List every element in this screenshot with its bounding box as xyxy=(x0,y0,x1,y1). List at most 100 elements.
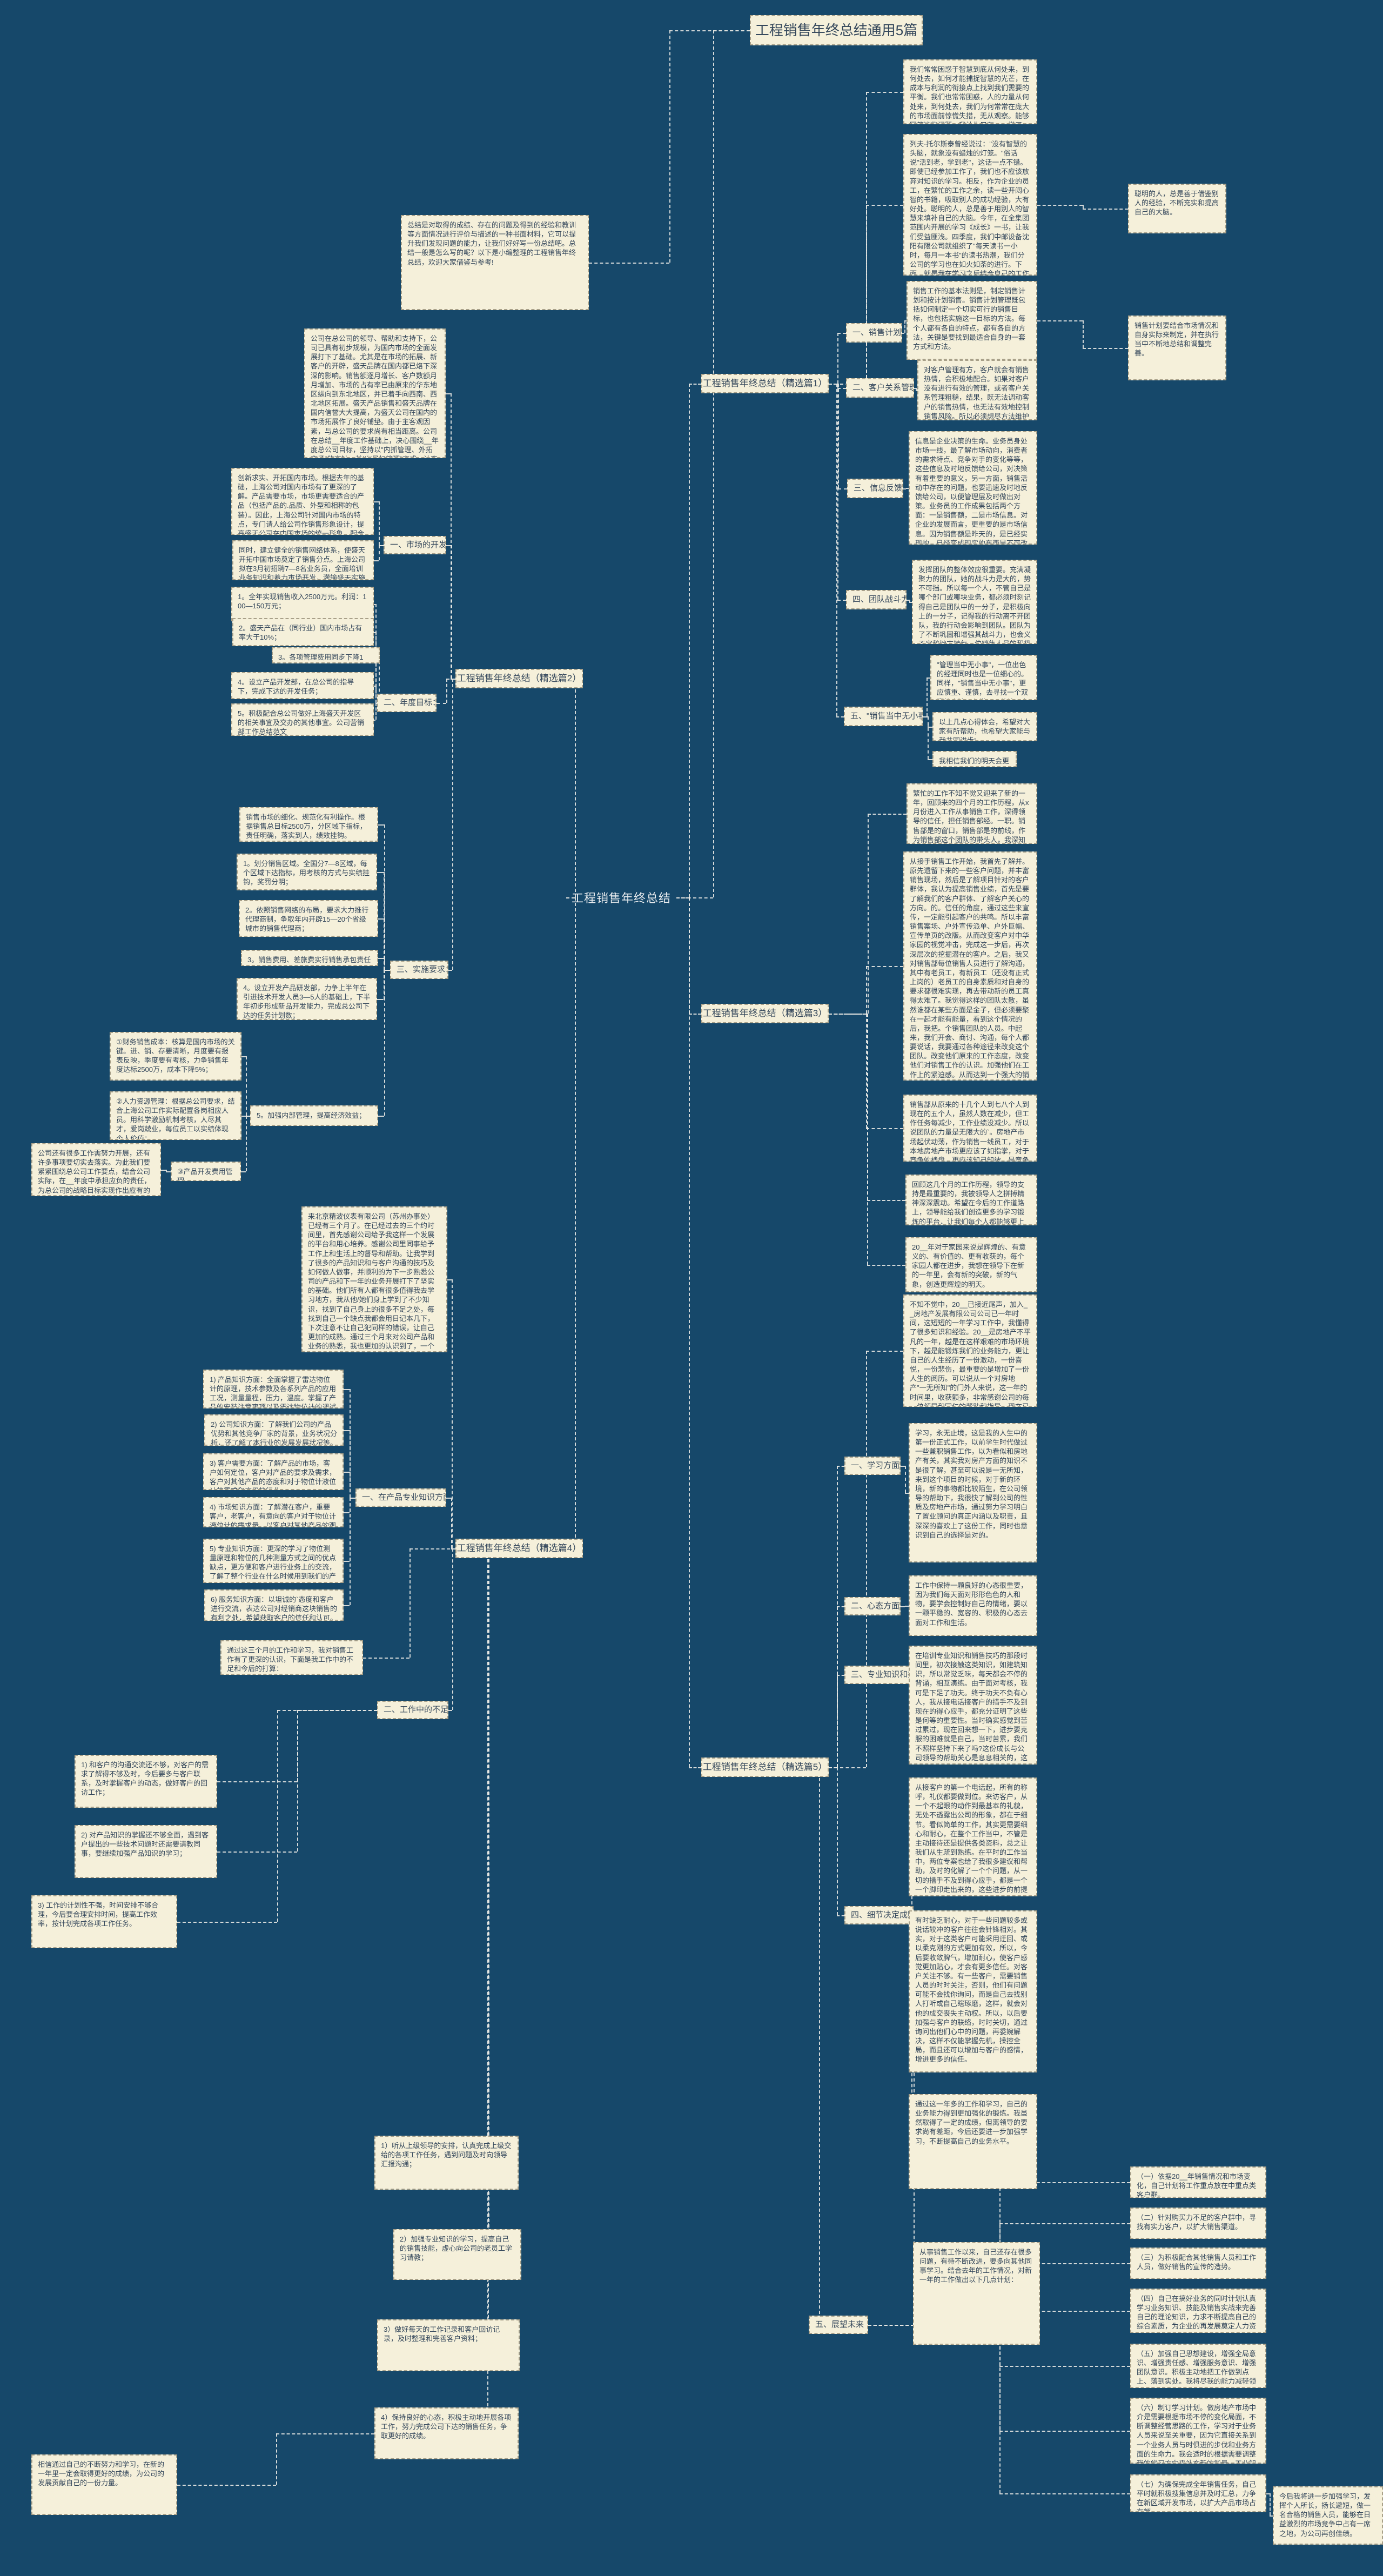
text-node-G1[interactable]: （一）依据20__年销售情况和市场变化，自己计划将工作重点放在中重点类客户群。 xyxy=(1130,2166,1266,2198)
branch-node-node4[interactable]: 工程销售年终总结（精选篇4） xyxy=(455,1539,583,1558)
text-node-E-i3[interactable]: 3) 客户需要方面：了解产品的市场，客户如何定位，客户对产品的要求及需求，客户对… xyxy=(203,1453,344,1490)
text-node-D-p1[interactable]: 繁忙的工作不知不觉又迎来了新的一年，回顾来的四个月的工作历程，从x月份进入工作从… xyxy=(907,783,1037,844)
text-node-E-k1[interactable]: 1）听从上级领导的安排，认真完成上级交给的各项工作任务，遇到问题及时向领导汇报沟… xyxy=(374,2136,519,2190)
text-node-F-p6[interactable]: 通过这一年多的工作和学习，自己的业务能力得到更加强化的锻炼。我虽然取得了一定的成… xyxy=(909,2094,1037,2189)
text-node-B-p2b[interactable]: 聪明的人，总是善于借鉴别人的经验，不断充实和提高自己的大脑。 xyxy=(1128,184,1226,233)
connector xyxy=(1037,205,1083,206)
heading-node-F-h5[interactable]: 五、展望未来 xyxy=(809,2316,868,2334)
heading-node-F-h4[interactable]: 四、细节决定成败 xyxy=(844,1906,914,1924)
text-node-B-p2[interactable]: 列夫·托尔斯泰曾经说过："没有智慧的头脑，就象没有蜡烛的灯笼。"俗话说"活到老，… xyxy=(903,134,1037,276)
text-node-E-i2[interactable]: 2) 公司知识方面：了解我们公司的产品优势和其他竞争厂家的背景，业务状况分析，还… xyxy=(204,1414,344,1446)
text-node-E-i1[interactable]: 1) 产品知识方面：全面掌握了雷达物位计的原理，技术参数及各系列产品的应用工况，… xyxy=(203,1370,344,1408)
branch-node-node5[interactable]: 工程销售年终总结（精选篇5） xyxy=(701,1757,829,1777)
heading-node-E-h2[interactable]: 二、工作中的不足： xyxy=(377,1701,448,1719)
text-node-E-k2[interactable]: 2）加强专业知识的学习，提高自己的销售技能，虚心向公司的老员工学习请教； xyxy=(393,2229,521,2280)
text-node-A1[interactable]: 总结是对取得的成绩、存在的问题及得到的经验和教训等方面情况进行评价与描述的一种书… xyxy=(401,215,589,310)
text-node-G4[interactable]: （四）自己在搞好业务的同时计划认真学习业务知识、技能及销售实战来完善自己的理论知… xyxy=(1130,2289,1266,2333)
text-node-C-j3[interactable]: 3。销售费用、差旅费实行销售承包责任制； xyxy=(241,950,378,966)
heading-node-B-h4[interactable]: 四、团队战斗力 xyxy=(846,590,907,609)
text-node-D-p3[interactable]: 销售部从原来的十几个人到七八个人到现在的五个人，虽然人数在减少，但工作任务每减少… xyxy=(903,1095,1037,1162)
text-node-F-p1[interactable]: 学习，永无止境，这是我的人生中的第一份正式工作，以前学生时代做过一些兼职销售工作… xyxy=(909,1423,1037,1562)
connector xyxy=(867,1265,905,1266)
heading-node-B-h1[interactable]: 一、销售计划 xyxy=(846,323,902,343)
text-node-B-p3[interactable]: 销售工作的基本法则是，制定销售计划和按计划销售。销售计划管理既包括如何制定一个切… xyxy=(907,281,1037,360)
text-node-B-p7[interactable]: "管理当中无小事"，一位出色的经理同时也是一位细心的。同样，"销售当中无小事"，… xyxy=(930,655,1037,700)
text-node-E-i5[interactable]: 5) 专业知识方面：更深的学习了物位测量原理和物位的几种测量方式之间的优点缺点，… xyxy=(203,1539,344,1583)
text-node-F-p0[interactable]: 不知不觉中，20__已接近尾声，加入__房地产发展有限公司公司已一年时间，这短短… xyxy=(903,1294,1037,1407)
connector xyxy=(866,1128,903,1129)
text-node-C-k1[interactable]: ①财务销售成本：核算是国内市场的关键。进、销、存要清晰，月度要有报表反映，季度要… xyxy=(110,1032,241,1081)
text-node-F-p4[interactable]: 从接客户的第一个电话起，所有的称呼，礼仪都要做到位。来访客户，从一个不起眼的动作… xyxy=(909,1777,1037,1896)
text-node-C-i4[interactable]: 4。设立产品开发部，在总公司的指导下，完成下达的开发任务； xyxy=(231,672,374,699)
text-node-F-p7[interactable]: 从事销售工作以来，自己还存在很多问题，有待不断改进，要多向其他同事学习。结合去年… xyxy=(913,2242,1040,2345)
text-node-E-k4[interactable]: 4）保持良好的心态，积极主动地开展各项工作，努力完成公司下达的销售任务，争取更好… xyxy=(374,2407,519,2459)
text-node-C-i3[interactable]: 3。各项管理费用同步下降10%； xyxy=(272,647,380,663)
text-node-B-p5[interactable]: 信息是企业决策的生命。业务员身处市场一线，最了解市场动向，消费者的需求特点、竞争… xyxy=(909,431,1037,545)
connector xyxy=(379,545,380,560)
heading-node-F-h3[interactable]: 三、专业知识和技巧 xyxy=(844,1666,920,1684)
text-node-C-j1[interactable]: 1。划分销售区域。全国分7—8区域，每个区域下达指标，用考核的方式与实绩挂钩，奖… xyxy=(237,854,377,890)
text-node-E-p1[interactable]: 来北京精波仪表有限公司（苏州办事处）已经有三个月了。在已经过去的三个约时间里，首… xyxy=(301,1206,447,1352)
heading-node-C-h1[interactable]: 一、市场的开发： xyxy=(384,536,446,554)
central-topic[interactable]: 工程销售年终总结 xyxy=(571,891,671,905)
text-node-E-j2[interactable]: 1) 和客户的沟通交流还不够，对客户的需求了解得不够及时，今后要多与客户联系，及… xyxy=(75,1755,217,1808)
heading-node-C-h3[interactable]: 三、实施要求： xyxy=(390,961,448,979)
text-node-D-p5[interactable]: 20__年对于家园来说是辉煌的、有意义的、有价值的、更有收获的，每个家园人都在进… xyxy=(905,1237,1037,1292)
text-node-G8[interactable]: 今后我将进一步加强学习，发挥个人所长，扬长避短，做一名合格的销售人员，能够在日益… xyxy=(1273,2486,1383,2545)
text-node-G3[interactable]: （三）为积极配合其他销售人员和工作人员，做好销售的宣传的造势。 xyxy=(1130,2248,1266,2279)
text-node-C-j0[interactable]: 销售市场的细化、规范化有利操作。根据销售总目标2500万，分区域下指标，责任明确… xyxy=(239,807,378,842)
text-node-E-j1[interactable]: 通过这三个月的工作和学习，我对销售工作有了更深的认识，下面是我工作中的不足和今后… xyxy=(220,1640,363,1675)
text-node-G6[interactable]: （六）制订学习计划。做房地产市场中介是需要根据市场不停的变化局面，不断调整经营思… xyxy=(1130,2398,1266,2464)
text-node-C-p2[interactable]: 同时，建立健全的销售网络体系，使盛天开拓中国市场奠定了销售分点。上海公司拟在3月… xyxy=(232,540,374,580)
text-node-C-k4[interactable]: 公司还有很多工作需努力开展，还有许多事项要切实去落实。为此我们要紧紧围绕总公司工… xyxy=(31,1143,161,1196)
text-node-C-j2[interactable]: 2。依照销售网络的布局，要求大力推行代理商制，争取年内开辟15—20个省级城市的… xyxy=(239,900,378,937)
text-node-E-k5[interactable]: 相信通过自己的不断努力和学习，在新的一年里一定会取得更好的成绩，为公司的发展贡献… xyxy=(31,2454,177,2515)
heading-node-E-h1[interactable]: 一、在产品专业知识方面： xyxy=(355,1488,446,1507)
text-node-E-j4[interactable]: 3) 工作的计划性不强，时间安排不够合理，今后要合理安排时间，提高工作效率，按计… xyxy=(31,1895,177,1948)
text-node-C-p1[interactable]: 创新求实、开拓国内市场。根据去年的基础，上海公司对国内市场有了更深的了解。产品需… xyxy=(231,468,374,535)
text-node-C-i1[interactable]: 1。全年实现销售收入2500万元。利润：100—150万元； xyxy=(231,587,374,621)
text-node-E-i6[interactable]: 6) 服务知识方面：以坦诚的`态度和客户进行交流，表达公司对经销商这块销售的有利… xyxy=(204,1589,344,1621)
text-node-C-p0[interactable]: 公司在总公司的领导、帮助和支持下，公司已具有初步规模，为国内市场的全面发展打下了… xyxy=(304,328,446,458)
connector xyxy=(166,1170,167,1171)
text-node-C-i5[interactable]: 5。积极配合总公司做好上海盛天开发区的相关事宜及交办的其他事宜。公司营销部工作总… xyxy=(231,703,374,736)
heading-node-F-h1[interactable]: 一、学习方面 xyxy=(844,1457,901,1475)
text-node-E-i4[interactable]: 4) 市场知识方面：了解潜在客户，重要客户，老客户，有意向的客户对于物位计液位计… xyxy=(203,1497,344,1527)
text-node-C-k3[interactable]: ③产品开发费用管理。 xyxy=(171,1162,241,1181)
text-node-B-p4[interactable]: 对客户管理有方，客户就会有销售热情，会积极地配合。如果对客户没有进行有效的管理，… xyxy=(917,360,1037,420)
branch-node-node2[interactable]: 工程销售年终总结（精选篇2） xyxy=(455,669,583,688)
heading-node-C-h2[interactable]: 二、年度目标： xyxy=(377,694,437,712)
text-node-B-p3b[interactable]: 销售计划要结合市场情况和自身实际来制定，并在执行当中不断地总结和调整完善。 xyxy=(1128,316,1226,380)
branch-node-nodeA[interactable]: 工程销售年终总结通用5篇 xyxy=(750,15,923,45)
text-node-C-j5[interactable]: 5。加强内部管理，提高经济效益； xyxy=(250,1105,378,1126)
heading-node-B-h2[interactable]: 二、客户关系管理 xyxy=(846,378,914,398)
text-node-E-j3[interactable]: 2) 对产品知识的掌握还不够全面，遇到客户提出的一些技术问题时还需要请教同事，要… xyxy=(75,1825,217,1878)
text-node-G2[interactable]: （二）针对购买力不足的客户群中，寻找有实力客户，以扩大销售渠道。 xyxy=(1130,2208,1266,2239)
connector xyxy=(384,958,385,970)
text-node-C-j4[interactable]: 4。设立开发产品研发部，力争上半年在引进技术开发人员3—5人的基础上，下半年初步… xyxy=(237,978,377,1020)
text-node-B-p6[interactable]: 发挥团队的整体效应很重要。充满凝聚力的团队，她的战斗力是大的，势不可挡。所以每一… xyxy=(912,560,1037,644)
text-node-E-k3[interactable]: 3）做好每天的工作记录和客户回访记录，及时整理和完善客户资料； xyxy=(377,2319,520,2371)
text-node-D-p4[interactable]: 回顾这几个月的工作历程，领导的支持是最重要的，我被领导人之拼搏精神深深震动。希望… xyxy=(905,1175,1037,1225)
branch-node-node1[interactable]: 工程销售年终总结（精选篇1） xyxy=(701,374,829,393)
connector xyxy=(344,1472,350,1473)
connector xyxy=(574,679,576,897)
text-node-C-k2[interactable]: ②人力资源管理：根据总公司要求，结合上海公司工作实际配置各岗相应人员。用科学激励… xyxy=(110,1091,241,1140)
heading-node-B-h3[interactable]: 三、信息反馈 xyxy=(847,479,903,498)
text-node-B-p9[interactable]: 我相信我们的明天会更好! xyxy=(932,751,1017,767)
connector xyxy=(276,2433,374,2434)
text-node-F-p5[interactable]: 有时缺乏耐心，对于一些问题较多或说话较冲的客户往往会针锋相对。其实，对于这类客户… xyxy=(909,1910,1037,2072)
text-node-B-p1[interactable]: 我们常常困惑于智慧到底从何处来，到何处去，如何才能捕捉智慧的光芒，在成本与利润的… xyxy=(903,59,1037,124)
text-node-F-p2[interactable]: 工作中保持一颗良好的心态很重要，因为我们每天面对形形色色的人和物，要学会控制好自… xyxy=(909,1575,1037,1636)
text-node-G5[interactable]: （五）加强自己思想建设，增强全局意识、增强责任感、增强服务意识、增强团队意识。积… xyxy=(1130,2344,1266,2388)
connector xyxy=(344,1389,350,1390)
branch-node-node3[interactable]: 工程销售年终总结（精选篇3） xyxy=(701,1004,829,1023)
text-node-F-p3[interactable]: 在培训专业知识和销售技巧的那段时间里，初次接触这类知识，如建筑知识，所以常觉乏味… xyxy=(909,1646,1037,1765)
heading-node-B-h5[interactable]: 五、"销售当中无小事" xyxy=(844,707,923,726)
text-node-B-p8[interactable]: 以上几点心得体会，希望对大家有所帮助，也希望大家能与我共同进步! xyxy=(932,712,1037,741)
text-node-C-i2[interactable]: 2。盛天产品在（同行业）国内市场占有率大于10%； xyxy=(232,618,374,646)
text-node-G7[interactable]: （七）为确保完成全年销售任务，自己平时就积极搜集信息并及时汇总，力争在新区域开发… xyxy=(1130,2474,1266,2512)
connector xyxy=(374,686,375,687)
text-node-D-p2[interactable]: 从接手销售工作开始，我首先了解并。原先遗留下来的一些客户问题，并丰富销售现场，然… xyxy=(903,851,1037,1081)
heading-node-F-h2[interactable]: 二、心态方面 xyxy=(844,1597,901,1615)
